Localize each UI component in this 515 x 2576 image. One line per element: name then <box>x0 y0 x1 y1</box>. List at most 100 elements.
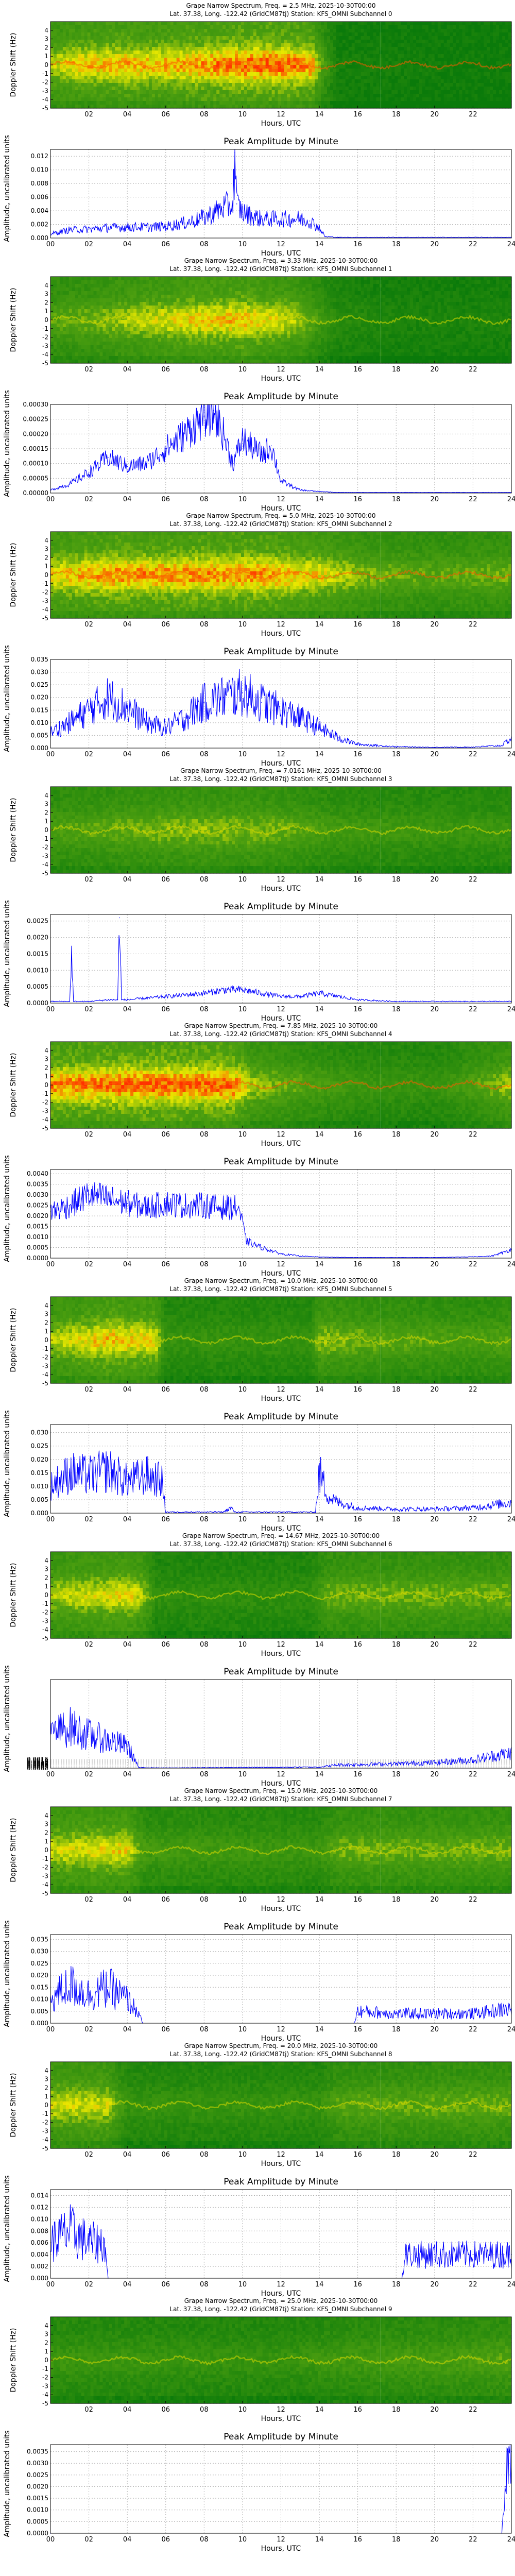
amplitude-point <box>300 1256 301 1257</box>
y-tick-label: 0.0020 <box>27 934 48 941</box>
y-tick-label: 0.030 <box>31 669 48 676</box>
x-tick-label: 06 <box>161 1641 170 1649</box>
y-tick-label: -2 <box>42 334 48 341</box>
x-tick-label: 10 <box>238 2406 247 2414</box>
x-tick-label: 18 <box>392 621 401 629</box>
x-tick-label: 18 <box>392 2536 401 2544</box>
spectrogram-title: Grape Narrow Spectrum, Freq. = 14.67 MHz… <box>182 1532 380 1539</box>
x-axis-label: Hours, UTC <box>261 2160 301 2168</box>
y-tick-label: 0.0000 <box>27 2530 48 2537</box>
x-tick-label: 16 <box>353 876 362 884</box>
x-tick-label: 10 <box>238 751 247 758</box>
x-tick-label: 08 <box>200 2281 209 2289</box>
spectrogram-location: Lat. 37.38, Long. -122.42 (GridCM87tj) S… <box>169 1795 392 1803</box>
x-tick-label: 04 <box>123 621 132 629</box>
x-tick-label: 16 <box>353 366 362 374</box>
x-tick-label: 16 <box>353 1131 362 1139</box>
y-tick-label: 0.0035 <box>27 2448 48 2455</box>
y-tick-label: 0.002 <box>31 2263 48 2270</box>
amplitude-point <box>261 218 262 219</box>
amplitude-point <box>108 1199 109 1200</box>
y-tick-label: 1 <box>44 563 48 570</box>
y-tick-label: 0 <box>44 2102 48 2109</box>
amplitude-point <box>70 2231 71 2232</box>
y-tick-label: -3 <box>42 1617 48 1624</box>
y-tick-label: -5 <box>42 2400 48 2407</box>
x-tick-label: 20 <box>431 241 439 248</box>
amplitude-point <box>357 2011 358 2012</box>
amplitude-point <box>242 990 243 991</box>
y-tick-label: 0.0030 <box>27 2460 48 2467</box>
y-tick-label: 0.00000 <box>23 489 48 497</box>
amplitude-point <box>165 1512 166 1513</box>
y-tick-label: -5 <box>42 1125 48 1132</box>
y-tick-label: 0.005 <box>31 732 48 739</box>
amplitude-point <box>357 1257 358 1258</box>
amplitude-point <box>146 722 147 723</box>
amplitude-point <box>127 999 128 1001</box>
amplitude-point <box>396 1509 397 1510</box>
spectrogram-panel-4: Grape Narrow Spectrum, Freq. = 7.85 MHz,… <box>9 1022 512 1148</box>
y-tick-label: 0.0030 <box>27 1191 48 1198</box>
amplitude-point <box>89 1735 90 1736</box>
amplitude-point <box>139 2013 140 2014</box>
y-tick-label: -5 <box>42 1380 48 1387</box>
x-tick-label: 00 <box>46 1261 55 1268</box>
amplitude-title: Peak Amplitude by Minute <box>224 2432 338 2442</box>
y-axis-label: Amplitude, uncalibrated units <box>3 1410 11 1517</box>
y-tick-label: 3 <box>44 801 48 808</box>
x-tick-label: 06 <box>161 1131 170 1139</box>
x-tick-label: 22 <box>469 1261 477 1268</box>
y-tick-label: 4 <box>44 282 48 289</box>
x-tick-label: 06 <box>161 2536 170 2544</box>
amplitude-point <box>338 1765 339 1766</box>
x-tick-label: 20 <box>431 2536 439 2544</box>
spectrogram-panel-3: Grape Narrow Spectrum, Freq. = 7.0161 MH… <box>9 767 512 893</box>
x-tick-label: 10 <box>238 1006 247 1013</box>
amplitude-point <box>89 1194 90 1195</box>
amplitude-point <box>271 446 272 447</box>
x-tick-label: 14 <box>315 1006 324 1013</box>
y-tick-label: 0.010 <box>31 1483 48 1490</box>
spectrogram-title: Grape Narrow Spectrum, Freq. = 2.5 MHz, … <box>186 2 376 9</box>
y-tick-label: -3 <box>42 2382 48 2389</box>
y-tick-label: 3 <box>44 36 48 43</box>
x-tick-label: 16 <box>353 621 362 629</box>
amplitude-point <box>146 463 147 464</box>
y-tick-label: 2 <box>44 1064 48 1071</box>
x-tick-label: 10 <box>238 1261 247 1268</box>
x-tick-label: 12 <box>277 621 285 629</box>
amplitude-point <box>73 1001 74 1002</box>
y-tick-label: 0.00010 <box>23 460 48 467</box>
x-tick-label: 12 <box>277 2026 285 2033</box>
y-tick-label: -1 <box>42 835 48 842</box>
y-tick-label: 0.0015 <box>27 950 48 957</box>
y-axis-label: Doppler Shift (Hz) <box>9 1053 18 1117</box>
amplitude-point <box>473 2254 474 2255</box>
y-tick-label: 2 <box>44 809 48 816</box>
y-tick-label: 0.004 <box>31 207 48 214</box>
y-tick-label: 0 <box>44 1591 48 1599</box>
x-tick-label: 02 <box>84 1386 93 1394</box>
amplitude-panel-5: Peak Amplitude by Minute0.0000.0050.0100… <box>3 1410 515 1533</box>
y-tick-label: 0.030 <box>31 1948 48 1955</box>
amplitude-point <box>242 212 243 213</box>
x-axis-label: Hours, UTC <box>261 2415 301 2423</box>
y-tick-label: 0.0000 <box>27 1255 48 1262</box>
x-tick-label: 08 <box>200 1896 209 1904</box>
x-tick-label: 00 <box>46 496 55 503</box>
amplitude-point <box>70 229 71 230</box>
amplitude-point <box>310 221 311 222</box>
y-tick-label: 0.010 <box>31 2215 48 2223</box>
y-axis-label: Doppler Shift (Hz) <box>9 2073 18 2138</box>
x-tick-label: 18 <box>392 241 401 248</box>
y-tick-label: 0.0005 <box>27 1244 48 1251</box>
amplitude-point <box>261 993 262 994</box>
x-tick-label: 18 <box>392 751 401 758</box>
spectrogram-location: Lat. 37.38, Long. -122.42 (GridCM87tj) S… <box>169 10 392 18</box>
amplitude-point <box>70 1472 71 1473</box>
x-tick-label: 00 <box>46 2536 55 2544</box>
amplitude-point <box>184 1205 185 1206</box>
x-tick-label: 08 <box>200 2536 209 2544</box>
amplitude-point <box>319 491 320 492</box>
